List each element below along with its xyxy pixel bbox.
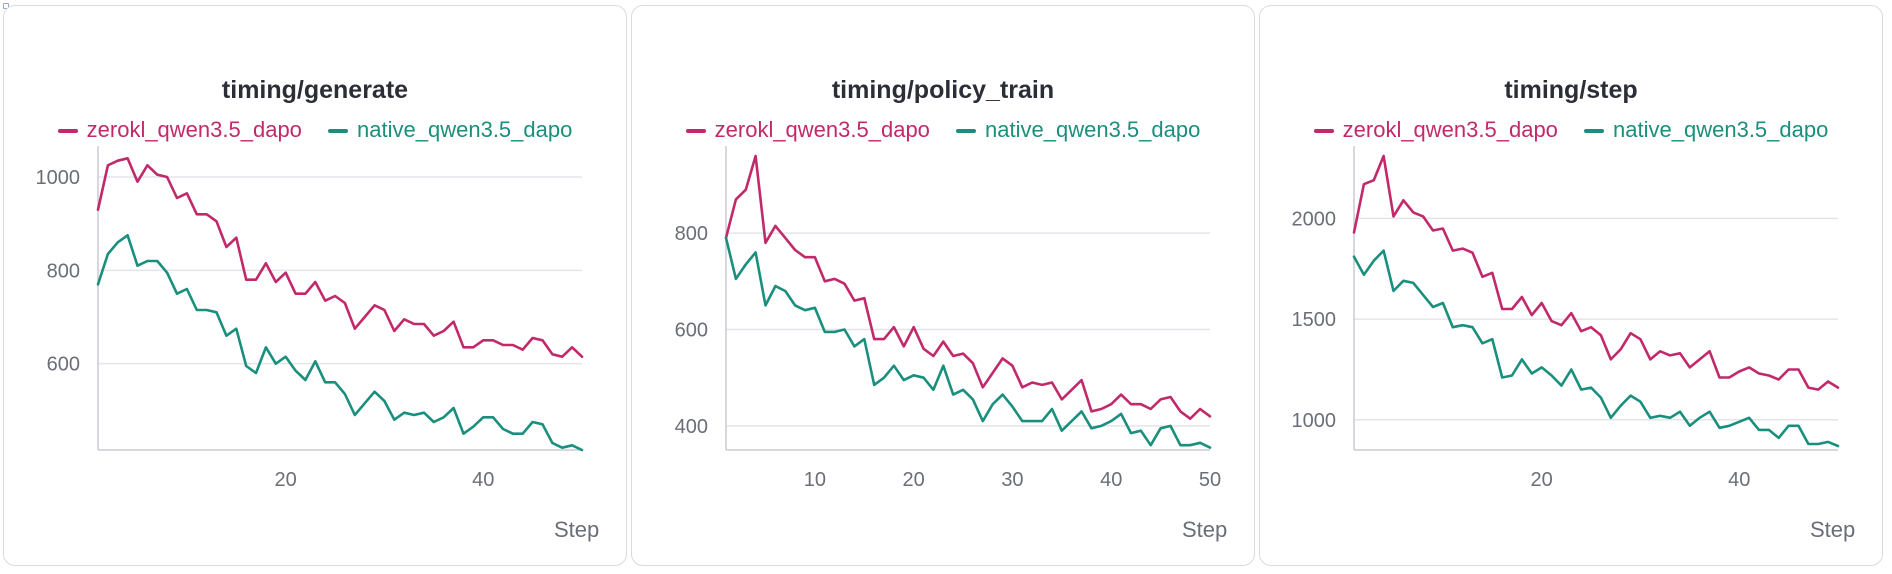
x-tick-label: 40 xyxy=(472,469,494,491)
x-tick-label: 40 xyxy=(1728,469,1750,491)
legend-item-zerokl[interactable]: zerokl_qwen3.5_dapo xyxy=(57,117,302,143)
legend-swatch-native xyxy=(956,129,977,134)
chart-legend: zerokl_qwen3.5_dapo native_qwen3.5_dapo xyxy=(4,117,626,143)
x-tick-label: 20 xyxy=(903,469,925,491)
legend-label-native: native_qwen3.5_dapo xyxy=(985,117,1201,142)
y-tick-label: 800 xyxy=(675,223,708,245)
legend-swatch-zerokl xyxy=(1313,129,1334,134)
x-tick-label: 30 xyxy=(1001,469,1023,491)
legend-item-native[interactable]: native_qwen3.5_dapo xyxy=(1584,117,1828,143)
legend-label-native: native_qwen3.5_dapo xyxy=(357,117,573,142)
x-tick-label: 20 xyxy=(275,469,297,491)
chart-panel-policy-train[interactable]: timing/policy_train zerokl_qwen3.5_dapo … xyxy=(631,5,1255,566)
x-tick-label: 40 xyxy=(1100,469,1122,491)
plot-area[interactable]: 1000 1500 2000 20 40 xyxy=(1260,6,1882,565)
legend-item-zerokl[interactable]: zerokl_qwen3.5_dapo xyxy=(1313,117,1558,143)
y-tick-label: 600 xyxy=(675,320,708,342)
legend-swatch-native xyxy=(1584,129,1605,134)
y-tick-label: 1000 xyxy=(36,167,81,189)
y-tick-label: 1500 xyxy=(1292,309,1337,331)
legend-label-zerokl: zerokl_qwen3.5_dapo xyxy=(86,117,302,142)
series-line-native[interactable] xyxy=(724,236,1212,449)
legend-swatch-zerokl xyxy=(57,129,78,134)
legend-label-zerokl: zerokl_qwen3.5_dapo xyxy=(1342,117,1558,142)
x-axis-label: Step xyxy=(554,517,600,542)
legend-swatch-native xyxy=(328,129,349,134)
x-axis-label: Step xyxy=(1810,517,1856,542)
chart-legend: zerokl_qwen3.5_dapo native_qwen3.5_dapo xyxy=(632,117,1254,143)
series-line-native[interactable] xyxy=(96,234,584,452)
legend-label-native: native_qwen3.5_dapo xyxy=(1613,117,1829,142)
y-tick-label: 600 xyxy=(47,354,80,376)
chart-legend: zerokl_qwen3.5_dapo native_qwen3.5_dapo xyxy=(1260,117,1882,143)
chart-title: timing/step xyxy=(1504,76,1638,104)
plot-area[interactable]: 400 600 800 10 20 30 40 50 xyxy=(632,6,1254,565)
x-axis-label: Step xyxy=(1182,517,1228,542)
series-line-zerokl[interactable] xyxy=(724,154,1212,421)
series-line-native[interactable] xyxy=(1352,249,1840,448)
chart-panel-generate[interactable]: timing/generate zerokl_qwen3.5_dapo nati… xyxy=(3,5,627,566)
y-tick-label: 2000 xyxy=(1292,208,1337,230)
y-tick-label: 400 xyxy=(675,416,708,438)
legend-item-zerokl[interactable]: zerokl_qwen3.5_dapo xyxy=(685,117,930,143)
series-line-zerokl[interactable] xyxy=(1352,154,1840,391)
legend-item-native[interactable]: native_qwen3.5_dapo xyxy=(328,117,572,143)
chart-title: timing/generate xyxy=(221,76,409,104)
chart-title: timing/policy_train xyxy=(831,76,1055,104)
y-tick-label: 1000 xyxy=(1292,410,1337,432)
legend-label-zerokl: zerokl_qwen3.5_dapo xyxy=(714,117,930,142)
legend-item-native[interactable]: native_qwen3.5_dapo xyxy=(956,117,1200,143)
plot-area[interactable]: 600 800 1000 20 40 xyxy=(4,6,626,565)
x-tick-label: 50 xyxy=(1199,469,1221,491)
x-tick-label: 20 xyxy=(1531,469,1553,491)
chart-panel-step[interactable]: timing/step zerokl_qwen3.5_dapo native_q… xyxy=(1259,5,1883,566)
series-line-zerokl[interactable] xyxy=(96,157,584,359)
y-tick-label: 800 xyxy=(47,260,80,282)
x-tick-label: 10 xyxy=(804,469,826,491)
legend-swatch-zerokl xyxy=(685,129,706,134)
